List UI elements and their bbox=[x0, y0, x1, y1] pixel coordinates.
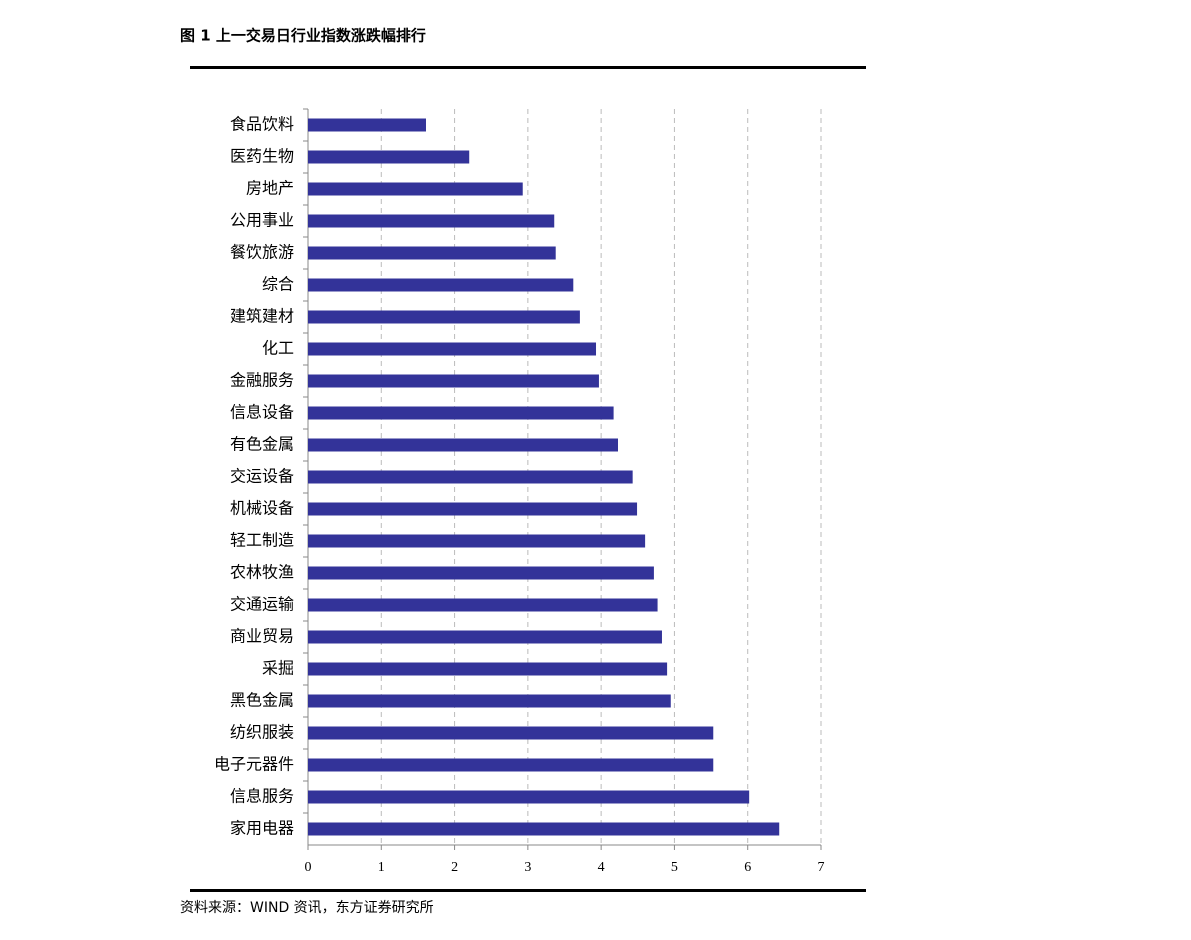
y-tick-label: 金融服务 bbox=[230, 371, 294, 390]
bar bbox=[308, 310, 580, 324]
y-tick-label: 有色金属 bbox=[230, 435, 294, 454]
x-tick-label: 7 bbox=[818, 860, 825, 875]
y-tick-label: 综合 bbox=[262, 275, 294, 294]
bar bbox=[308, 342, 597, 356]
bar bbox=[308, 374, 599, 388]
bar bbox=[308, 246, 556, 260]
y-tick-label: 食品饮料 bbox=[230, 115, 294, 134]
bottom-rule bbox=[190, 889, 866, 892]
y-tick-label: 轻工制造 bbox=[230, 531, 294, 550]
y-tick-label: 交通运输 bbox=[230, 595, 294, 614]
top-rule bbox=[190, 66, 866, 69]
y-tick-label: 机械设备 bbox=[230, 499, 294, 518]
y-tick-label: 餐饮旅游 bbox=[230, 243, 294, 262]
bar bbox=[308, 726, 714, 740]
bar bbox=[308, 598, 658, 612]
x-tick-label: 0 bbox=[305, 860, 312, 875]
x-tick-label: 3 bbox=[524, 860, 531, 875]
bar bbox=[308, 694, 671, 708]
y-tick-label: 化工 bbox=[262, 339, 294, 358]
bar bbox=[308, 758, 714, 772]
bar bbox=[308, 662, 668, 676]
bar bbox=[308, 470, 633, 484]
x-tick-label: 5 bbox=[671, 860, 678, 875]
y-tick-label: 信息设备 bbox=[230, 403, 294, 422]
y-tick-label: 商业贸易 bbox=[230, 627, 294, 646]
bar bbox=[308, 502, 638, 516]
y-tick-label: 黑色金属 bbox=[230, 691, 294, 710]
bar bbox=[308, 630, 662, 644]
y-tick-label: 交运设备 bbox=[230, 467, 294, 486]
bar bbox=[308, 182, 523, 196]
y-tick-label: 家用电器 bbox=[230, 819, 294, 838]
y-tick-label: 信息服务 bbox=[230, 787, 294, 806]
x-tick-label: 4 bbox=[598, 860, 605, 875]
y-tick-label: 采掘 bbox=[262, 659, 294, 678]
bar bbox=[308, 150, 470, 164]
bar bbox=[308, 790, 750, 804]
chart-title: 图 1 上一交易日行业指数涨跌幅排行 bbox=[180, 27, 426, 45]
y-tick-label: 建筑建材 bbox=[230, 307, 294, 326]
x-tick-label: 1 bbox=[378, 860, 385, 875]
bar bbox=[308, 118, 426, 132]
bar bbox=[308, 534, 646, 548]
y-tick-label: 公用事业 bbox=[230, 211, 294, 230]
y-tick-label: 房地产 bbox=[246, 179, 294, 198]
bar bbox=[308, 438, 618, 452]
y-tick-label: 纺织服装 bbox=[230, 723, 294, 742]
bar bbox=[308, 406, 614, 420]
y-tick-label: 农林牧渔 bbox=[230, 563, 294, 582]
bar bbox=[308, 278, 574, 292]
source-note: 资料来源：WIND 资讯，东方证券研究所 bbox=[180, 900, 434, 916]
x-tick-label: 2 bbox=[451, 860, 458, 875]
y-tick-label: 电子元器件 bbox=[214, 755, 294, 774]
bar bbox=[308, 214, 555, 228]
bar bbox=[308, 566, 654, 580]
bar bbox=[308, 822, 780, 836]
x-tick-label: 6 bbox=[744, 860, 751, 875]
y-tick-label: 医药生物 bbox=[230, 147, 294, 166]
